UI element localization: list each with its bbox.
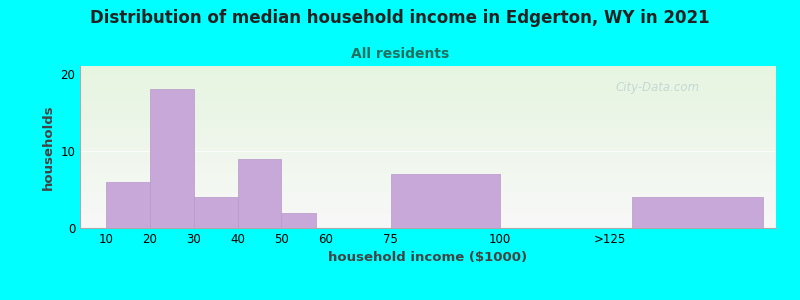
Bar	[390, 174, 500, 228]
X-axis label: household income ($1000): household income ($1000)	[329, 251, 527, 264]
Bar	[194, 197, 238, 228]
Text: City-Data.com: City-Data.com	[616, 81, 700, 94]
Bar	[282, 213, 316, 228]
Y-axis label: households: households	[42, 104, 54, 190]
Text: All residents: All residents	[351, 46, 449, 61]
Bar	[106, 182, 150, 228]
Bar	[150, 89, 194, 228]
Bar	[631, 197, 763, 228]
Text: Distribution of median household income in Edgerton, WY in 2021: Distribution of median household income …	[90, 9, 710, 27]
Bar	[238, 159, 282, 228]
